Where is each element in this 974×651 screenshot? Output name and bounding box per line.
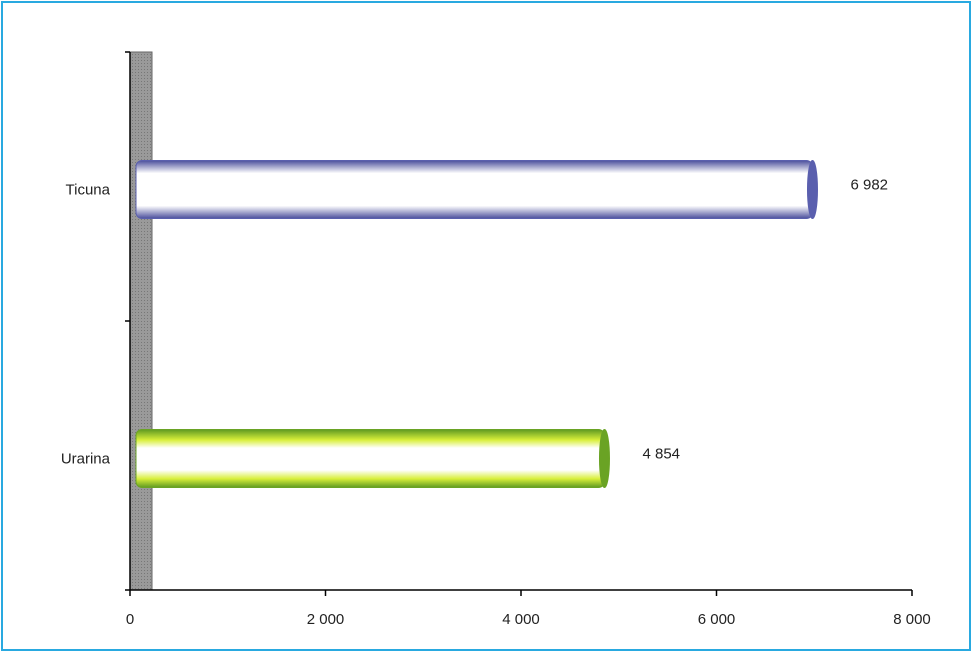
bar-end-cap xyxy=(599,430,609,488)
x-tick-label: 4 000 xyxy=(502,611,540,628)
value-label: 6 982 xyxy=(850,177,888,194)
x-tick-label: 2 000 xyxy=(307,611,345,628)
category-label: Ticuna xyxy=(66,182,111,199)
category-label: Urarina xyxy=(61,451,111,468)
bar xyxy=(136,430,604,488)
side-wall xyxy=(130,52,152,590)
x-tick-label: 0 xyxy=(126,611,134,628)
bar-end-cap xyxy=(807,161,817,219)
bar xyxy=(136,161,812,219)
plot-area: 0 2 000 4 000 6 000 8 000 Ticuna 6 982 Urarina 4… xyxy=(61,52,931,628)
x-tick-label: 6 000 xyxy=(698,611,736,628)
x-tick-label: 8 000 xyxy=(893,611,931,628)
value-label: 4 854 xyxy=(642,446,680,463)
